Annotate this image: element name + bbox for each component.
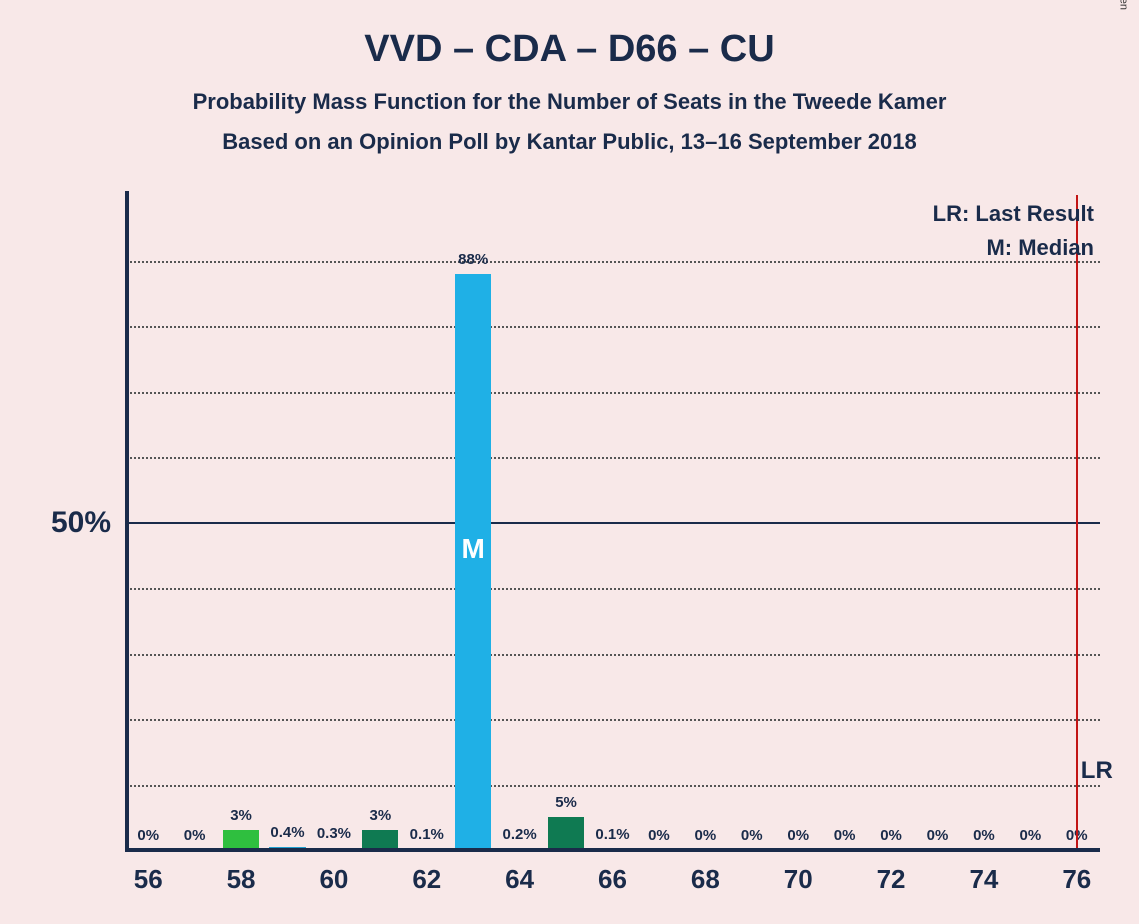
bar-value-label: 0% — [125, 827, 171, 844]
bar-value-label: 0% — [171, 827, 217, 844]
chart-plot-area: 50%0%0%3%0.4%0.3%3%0.1%88%0.2%5%0.1%0%0%… — [125, 195, 1100, 850]
grid-line-dotted — [125, 457, 1100, 459]
median-label: M — [462, 533, 485, 565]
x-axis-tick-label: 58 — [211, 864, 271, 895]
grid-line-dotted — [125, 392, 1100, 394]
y-axis — [125, 191, 129, 850]
x-axis-tick-label: 66 — [583, 864, 643, 895]
bar — [548, 817, 584, 850]
bar-value-label: 88% — [450, 251, 496, 268]
bar-value-label: 0% — [682, 827, 728, 844]
bar-value-label: 0.1% — [589, 826, 635, 843]
x-axis-tick-label: 60 — [304, 864, 364, 895]
bar-value-label: 5% — [543, 794, 589, 811]
x-axis-tick-label: 76 — [1047, 864, 1107, 895]
chart-subtitle-2: Based on an Opinion Poll by Kantar Publi… — [0, 129, 1139, 155]
chart-subtitle-1: Probability Mass Function for the Number… — [0, 89, 1139, 115]
grid-line-dotted — [125, 719, 1100, 721]
bar-value-label: 0.2% — [496, 826, 542, 843]
grid-line-dotted — [125, 261, 1100, 263]
bar-value-label: 0% — [775, 827, 821, 844]
bar-value-label: 0% — [636, 827, 682, 844]
bar-value-label: 0% — [821, 827, 867, 844]
grid-line-dotted — [125, 785, 1100, 787]
last-result-line — [1076, 195, 1078, 850]
copyright-text: © 2020 Filip van Laenen — [1117, 0, 1129, 10]
bar-value-label: 0% — [868, 827, 914, 844]
x-axis-tick-label: 62 — [397, 864, 457, 895]
x-axis-tick-label: 56 — [118, 864, 178, 895]
grid-line-dotted — [125, 654, 1100, 656]
x-axis — [125, 848, 1100, 852]
chart-title: VVD – CDA – D66 – CU — [0, 0, 1139, 71]
bar-value-label: 0% — [914, 827, 960, 844]
bar-value-label: 3% — [218, 807, 264, 824]
x-axis-tick-label: 70 — [768, 864, 828, 895]
last-result-label: LR — [1081, 757, 1113, 785]
bar-value-label: 0% — [961, 827, 1007, 844]
bar-value-label: 0.1% — [404, 826, 450, 843]
x-axis-tick-label: 64 — [490, 864, 550, 895]
bar-value-label: 0% — [1007, 827, 1053, 844]
x-axis-tick-label: 74 — [954, 864, 1014, 895]
grid-line-dotted — [125, 588, 1100, 590]
legend-lr: LR: Last Result — [933, 201, 1094, 227]
grid-line-dotted — [125, 326, 1100, 328]
bar-value-label: 0.3% — [311, 825, 357, 842]
x-axis-tick-label: 68 — [675, 864, 735, 895]
grid-line-solid — [125, 522, 1100, 524]
x-axis-tick-label: 72 — [861, 864, 921, 895]
legend-m: M: Median — [986, 235, 1094, 261]
bar-value-label: 0.4% — [264, 824, 310, 841]
bar-value-label: 0% — [729, 827, 775, 844]
bar-value-label: 3% — [357, 807, 403, 824]
y-axis-tick-label: 50% — [11, 506, 111, 540]
